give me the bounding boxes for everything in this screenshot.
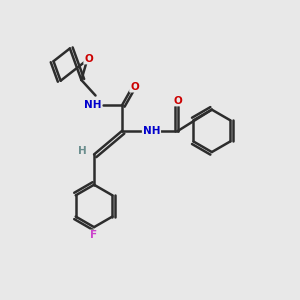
Text: F: F xyxy=(91,230,98,240)
Text: O: O xyxy=(174,95,182,106)
Text: O: O xyxy=(130,82,139,92)
Text: H: H xyxy=(79,146,87,156)
Text: NH: NH xyxy=(143,126,160,136)
Text: NH: NH xyxy=(84,100,101,110)
Text: O: O xyxy=(84,54,93,64)
